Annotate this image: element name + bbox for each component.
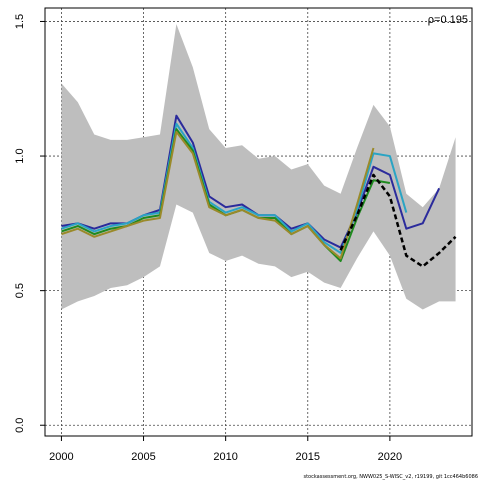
band-layer	[61, 24, 456, 310]
series-line-4	[339, 173, 457, 268]
x-tick-label-2005: 2005	[131, 451, 155, 463]
x-tick-label-2015: 2015	[296, 451, 320, 463]
y-tick-label-1: 0.5	[14, 283, 26, 298]
footer-text: stockassessment.org, NWW025_S-WISC_v2, r…	[303, 474, 478, 480]
series-line-3	[61, 130, 375, 260]
y-tick-label-0: 0.0	[14, 418, 26, 433]
y-tick-label-3: 1.5	[14, 14, 26, 29]
grid-layer	[45, 8, 472, 436]
confidence-band	[61, 24, 456, 310]
axis-layer: 2000 2005 2010 2015 2020 0.0 0.5 1.0 1.5	[14, 14, 402, 463]
plot-frame	[44, 7, 473, 437]
x-tick-label-2000: 2000	[49, 451, 73, 463]
y-tick-label-2: 1.0	[14, 148, 26, 163]
x-tick-label-2020: 2020	[378, 451, 402, 463]
x-tick-label-2010: 2010	[213, 451, 237, 463]
rho-annotation: ρ=0.195	[428, 14, 468, 26]
series-layer	[61, 114, 457, 268]
